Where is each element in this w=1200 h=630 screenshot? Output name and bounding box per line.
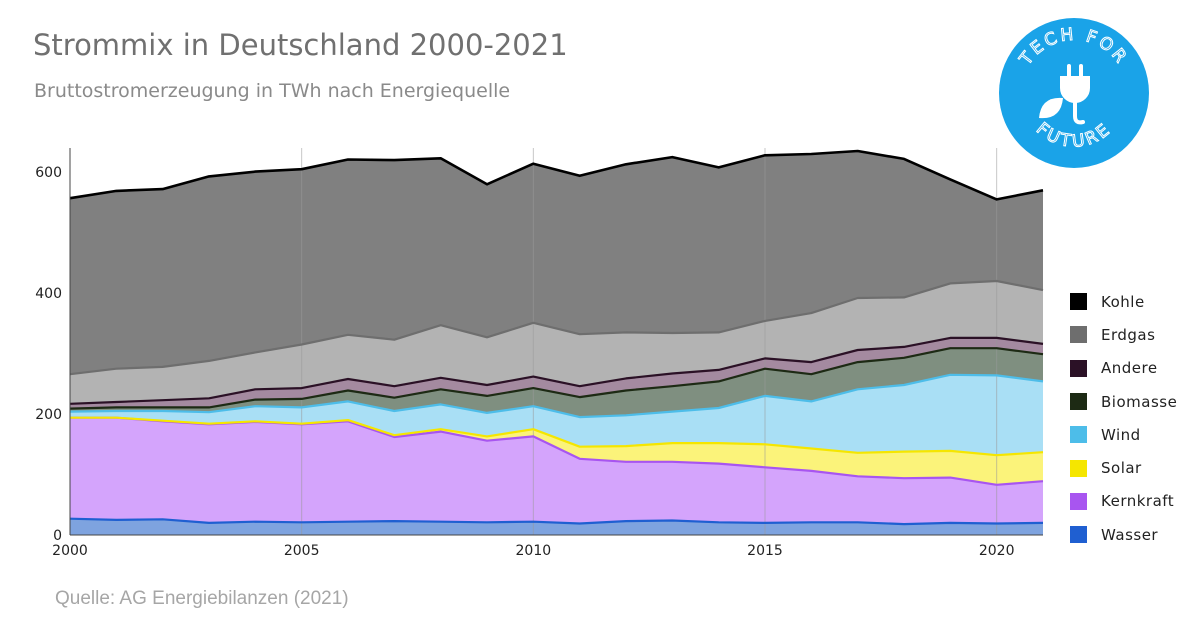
x-tick-label-2010: 2010: [516, 543, 552, 559]
y-tick-label-0: 0: [53, 528, 62, 544]
legend-label: Andere: [1101, 359, 1158, 378]
chart-subtitle: Bruttostromerzeugung in TWh nach Energie…: [34, 80, 511, 102]
area-erdgas: [70, 281, 1043, 404]
legend-label: Wasser: [1101, 525, 1159, 544]
x-tick-label-2015: 2015: [747, 543, 783, 559]
legend-swatch: [1070, 393, 1087, 411]
legend-swatch: [1070, 492, 1087, 510]
legend-item-andere: Andere: [1070, 352, 1195, 385]
line-wind: [69, 373, 1044, 419]
legend-label: Biomasse: [1101, 392, 1178, 411]
tech-for-future-logo: TECH FOR FUTURE: [999, 18, 1149, 168]
area-wind: [70, 374, 1043, 456]
line-erdgas: [69, 279, 1044, 376]
x-tick-label-2000: 2000: [52, 543, 88, 559]
legend-label: Wind: [1101, 425, 1141, 444]
area-andere: [70, 337, 1043, 409]
legend-swatch: [1070, 326, 1087, 344]
legend-swatch: [1070, 359, 1087, 377]
y-tick-label-200: 200: [35, 407, 62, 423]
legend-item-wind: Wind: [1070, 418, 1195, 451]
legend-label: Kernkraft: [1101, 492, 1175, 511]
legend-label: Erdgas: [1101, 325, 1156, 344]
area-solar: [70, 417, 1043, 485]
source-note: Quelle: AG Energiebilanzen (2021): [55, 588, 349, 609]
legend: Kohle Erdgas Andere Biomasse Wind Solar Kernkr…: [1070, 285, 1195, 551]
line-andere: [69, 336, 1044, 405]
legend-swatch: [1070, 459, 1087, 477]
line-biomasse: [69, 347, 1044, 410]
legend-swatch: [1070, 426, 1087, 444]
legend-item-erdgas: Erdgas: [1070, 318, 1195, 351]
line-wasser: [69, 517, 1044, 526]
legend-item-biomasse: Biomasse: [1070, 385, 1195, 418]
legend-label: Solar: [1101, 459, 1142, 478]
legend-item-wasser: Wasser: [1070, 518, 1195, 551]
plug-leaf-icon: [1039, 64, 1090, 125]
legend-item-kohle: Kohle: [1070, 285, 1195, 318]
legend-swatch: [1070, 526, 1087, 544]
y-tick-label-400: 400: [35, 286, 62, 302]
legend-item-kernkraft: Kernkraft: [1070, 485, 1195, 518]
legend-label: Kohle: [1101, 292, 1145, 311]
y-tick-label-600: 600: [35, 165, 62, 181]
area-kernkraft: [70, 417, 1043, 525]
legend-item-solar: Solar: [1070, 451, 1195, 484]
line-solar: [70, 416, 1044, 457]
legend-swatch: [1070, 293, 1087, 311]
x-tick-label-2005: 2005: [284, 543, 320, 559]
line-kohle: [69, 149, 1044, 201]
area-kohle: [70, 151, 1043, 375]
chart-title: Strommix in Deutschland 2000-2021: [33, 28, 568, 62]
x-tick-label-2020: 2020: [979, 543, 1015, 559]
